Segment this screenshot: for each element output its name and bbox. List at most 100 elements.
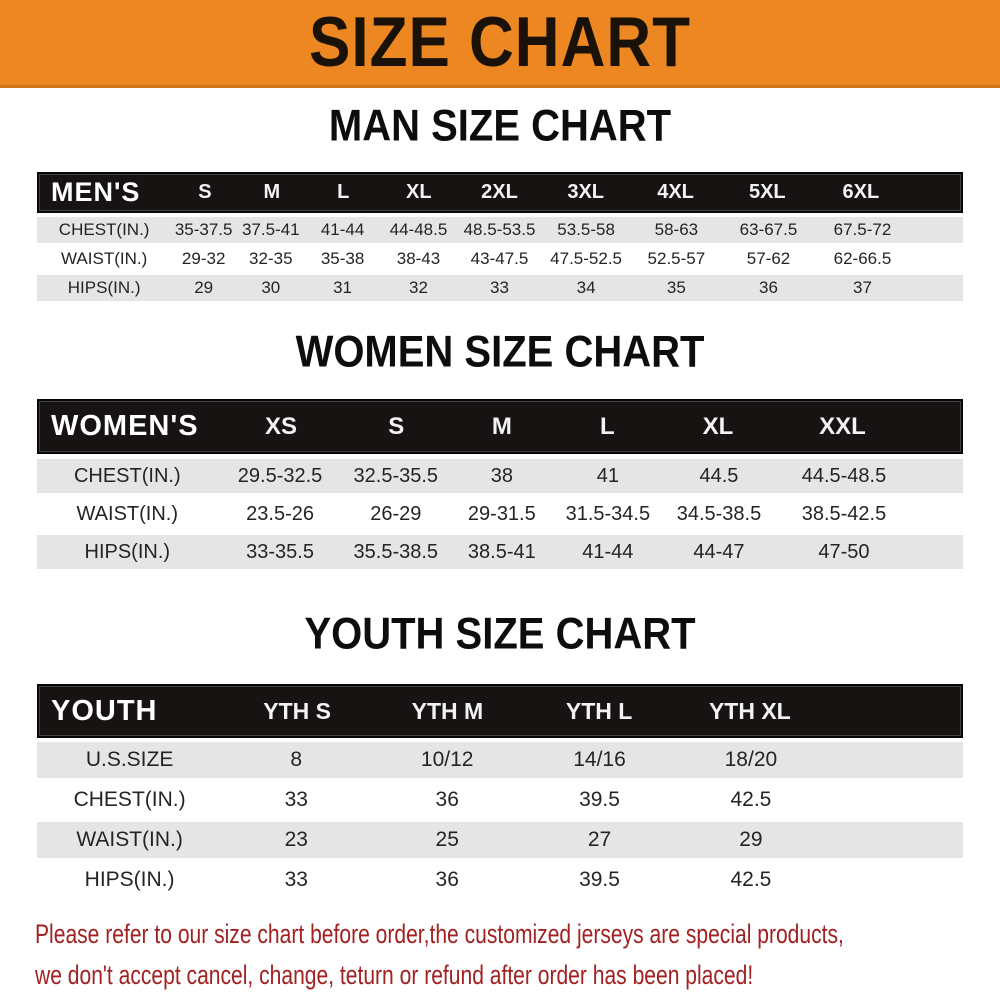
size-cell: 63-67.5: [739, 220, 798, 239]
row-label: WAIST(IN.): [76, 502, 179, 525]
row-label: HIPS(IN.): [84, 868, 175, 891]
row-label: CHEST(IN.): [73, 464, 181, 487]
column-header: 6XL: [842, 181, 880, 203]
size-cell: 10/12: [420, 748, 474, 771]
size-cell: 34.5-38.5: [676, 502, 762, 525]
column-header: XL: [702, 412, 734, 440]
size-cell: 14/16: [573, 748, 626, 771]
size-chart-banner: SIZE CHART: [0, 0, 1000, 88]
order-notice-line-1: Please refer to our size chart before or…: [35, 919, 844, 949]
order-notice-line-2: we don't accept cancel, change, teturn o…: [35, 960, 754, 990]
women-section-title: WOMEN SIZE CHART: [295, 327, 705, 377]
size-cell: 32: [409, 278, 428, 297]
column-header: YTH M: [411, 697, 484, 724]
size-cell: 29: [194, 278, 214, 297]
youth-section-title: YOUTH SIZE CHART: [304, 609, 696, 659]
size-cell: 38-43: [396, 249, 441, 268]
column-header: M: [491, 412, 512, 440]
size-cell: 33: [490, 278, 509, 297]
column-header: S: [198, 181, 212, 203]
size-cell: 41-44: [582, 540, 634, 563]
size-cell: 53.5-58: [557, 220, 615, 239]
size-cell: 33-35.5: [246, 540, 314, 563]
column-header: 2XL: [481, 181, 518, 203]
size-cell: 52.5-57: [647, 249, 706, 268]
size-cell: 34: [576, 278, 596, 297]
size-cell: 41-44: [320, 220, 365, 239]
column-header: 5XL: [748, 181, 786, 203]
size-cell: 44.5-48.5: [801, 464, 887, 487]
size-cell: 26-29: [370, 502, 422, 525]
size-cell: 35-37.5: [174, 220, 233, 239]
size-cell: 35-38: [320, 249, 365, 268]
column-header: L: [337, 181, 350, 203]
size-cell: 35: [666, 278, 686, 297]
table-row: CHEST(IN.) 35-37.5 37.5-41 41-44 44-48.5…: [37, 217, 963, 243]
size-cell: 30: [261, 278, 281, 297]
men-table-label: MEN'S: [51, 177, 141, 207]
size-cell: 39.5: [579, 868, 620, 891]
size-cell: 47.5-52.5: [550, 249, 622, 268]
column-header: S: [388, 412, 405, 440]
size-cell: 36: [435, 788, 459, 811]
youth-size-table: YOUTH YTH S YTH M YTH L YTH XL U.S.SIZE …: [37, 684, 963, 902]
size-cell: 35.5-38.5: [353, 540, 439, 563]
table-row: HIPS(IN.) 33-35.5 35.5-38.5 38.5-41 41-4…: [37, 535, 963, 569]
women-size-table: WOMEN'S XS S M L XL XXL CHEST(IN.) 29.5-…: [37, 399, 963, 573]
row-label: HIPS(IN.): [84, 540, 171, 563]
size-cell: 62-66.5: [833, 249, 892, 268]
size-cell: 39.5: [579, 788, 620, 811]
table-row: WAIST(IN.) 29-32 32-35 35-38 38-43 43-47…: [37, 246, 963, 272]
column-header: YTH L: [565, 697, 633, 724]
size-cell: 37: [853, 278, 872, 297]
size-cell: 29: [739, 828, 763, 851]
women-table-header-row: WOMEN'S XS S M L XL XXL: [37, 399, 963, 454]
size-cell: 48.5-53.5: [463, 220, 536, 239]
size-cell: 18/20: [724, 748, 778, 771]
column-header: XXL: [819, 412, 866, 440]
column-header: XS: [265, 412, 298, 440]
size-cell: 23: [284, 828, 308, 851]
size-cell: 38: [490, 464, 513, 487]
table-row: WAIST(IN.) 23 25 27 29: [37, 822, 963, 858]
column-header: 4XL: [657, 181, 694, 203]
size-cell: 31: [333, 278, 353, 297]
table-row: CHEST(IN.) 29.5-32.5 32.5-35.5 38 41 44.…: [37, 459, 963, 493]
size-cell: 44-48.5: [389, 220, 448, 239]
size-cell: 23.5-26: [246, 502, 314, 525]
size-cell: 47-50: [818, 540, 870, 563]
men-size-table: MEN'S S M L XL 2XL 3XL 4XL 5XL 6XL CHEST…: [37, 172, 963, 304]
size-cell: 37.5-41: [241, 220, 300, 239]
column-header: XL: [406, 181, 432, 203]
banner-title: SIZE CHART: [309, 3, 691, 82]
table-row: CHEST(IN.) 33 36 39.5 42.5: [37, 782, 963, 818]
table-row: HIPS(IN.) 29 30 31 32 33 34 35 36 37: [37, 275, 963, 301]
size-cell: 42.5: [730, 788, 772, 811]
size-cell: 43-47.5: [470, 249, 529, 268]
column-header: L: [600, 412, 615, 440]
row-label: CHEST(IN.): [58, 220, 150, 239]
size-cell: 8: [290, 748, 303, 771]
order-notice: Please refer to our size chart before or…: [35, 914, 995, 996]
size-cell: 33: [284, 788, 308, 811]
table-row: HIPS(IN.) 33 36 39.5 42.5: [37, 862, 963, 898]
row-label: U.S.SIZE: [85, 748, 174, 771]
size-cell: 57-62: [746, 249, 791, 268]
size-cell: 38.5-41: [467, 540, 536, 563]
size-cell: 36: [435, 868, 459, 891]
size-cell: 38.5-42.5: [801, 502, 887, 525]
size-cell: 32.5-35.5: [353, 464, 439, 487]
size-cell: 32-35: [249, 249, 293, 268]
size-cell: 29.5-32.5: [237, 464, 323, 487]
size-cell: 29-32: [181, 249, 226, 268]
men-table-header-row: MEN'S S M L XL 2XL 3XL 4XL 5XL 6XL: [37, 172, 963, 213]
row-label: WAIST(IN.): [76, 828, 183, 851]
size-cell: 31.5-34.5: [565, 502, 651, 525]
table-row: U.S.SIZE 8 10/12 14/16 18/20: [37, 742, 963, 778]
column-header: M: [263, 181, 281, 203]
men-section-title: MAN SIZE CHART: [328, 101, 672, 151]
youth-table-label: YOUTH: [51, 694, 158, 727]
table-row: WAIST(IN.) 23.5-26 26-29 29-31.5 31.5-34…: [37, 497, 963, 531]
column-header: YTH S: [263, 697, 332, 724]
